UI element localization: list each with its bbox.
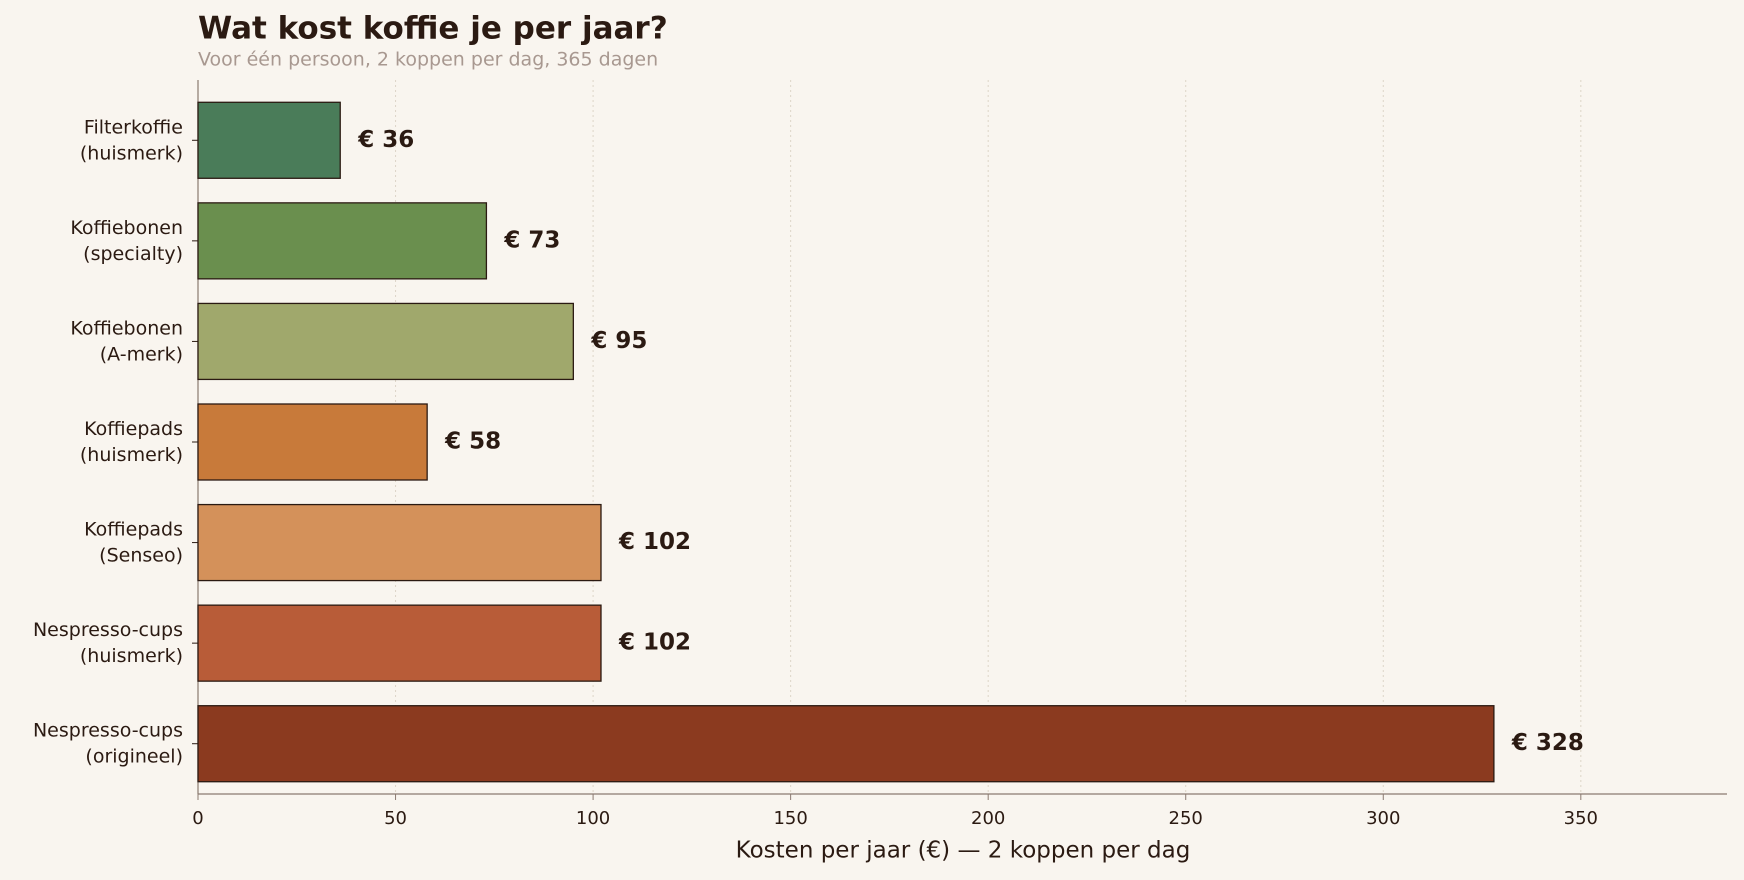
value-label: € 95 <box>590 328 647 354</box>
y-tick-label: Koffiepads (huismerk) <box>80 418 183 466</box>
chart-subtitle: Voor één persoon, 2 koppen per dag, 365 … <box>198 49 658 71</box>
bar <box>197 503 602 582</box>
x-tick-label: 300 <box>1366 808 1400 829</box>
value-label: € 58 <box>444 429 501 455</box>
x-tick-label: 100 <box>576 808 610 829</box>
value-label: € 73 <box>503 227 560 253</box>
value-label: € 36 <box>357 127 414 153</box>
bar <box>197 101 341 179</box>
value-label: € 102 <box>618 529 691 555</box>
x-tick-label: 250 <box>1169 808 1203 829</box>
bar <box>197 604 602 682</box>
y-tick-label: Filterkoffie (huismerk) <box>80 116 183 164</box>
x-tick-label: 150 <box>773 808 807 829</box>
x-tick-label: 0 <box>192 808 203 829</box>
y-tick-label: Koffiebonen (A-merk) <box>70 317 183 365</box>
x-tick-label: 50 <box>384 808 407 829</box>
bar <box>197 202 488 280</box>
value-label: € 102 <box>618 630 691 656</box>
x-axis-label: Kosten per jaar (€) — 2 koppen per dag <box>736 838 1191 864</box>
bar <box>197 705 1495 783</box>
chart-title: Wat kost koffie je per jaar? <box>198 11 668 47</box>
x-tick-label: 200 <box>971 808 1005 829</box>
x-tick-label: 350 <box>1564 808 1598 829</box>
value-label: € 328 <box>1511 730 1584 756</box>
y-tick-label: Koffiepads (Senseo) <box>84 518 183 566</box>
y-tick-label: Nespresso-cups (origineel) <box>33 719 183 767</box>
bar <box>197 403 428 481</box>
y-tick-label: Koffiebonen (specialty) <box>70 216 183 264</box>
y-tick-label: Nespresso-cups (huismerk) <box>33 619 183 667</box>
bar <box>197 302 574 381</box>
